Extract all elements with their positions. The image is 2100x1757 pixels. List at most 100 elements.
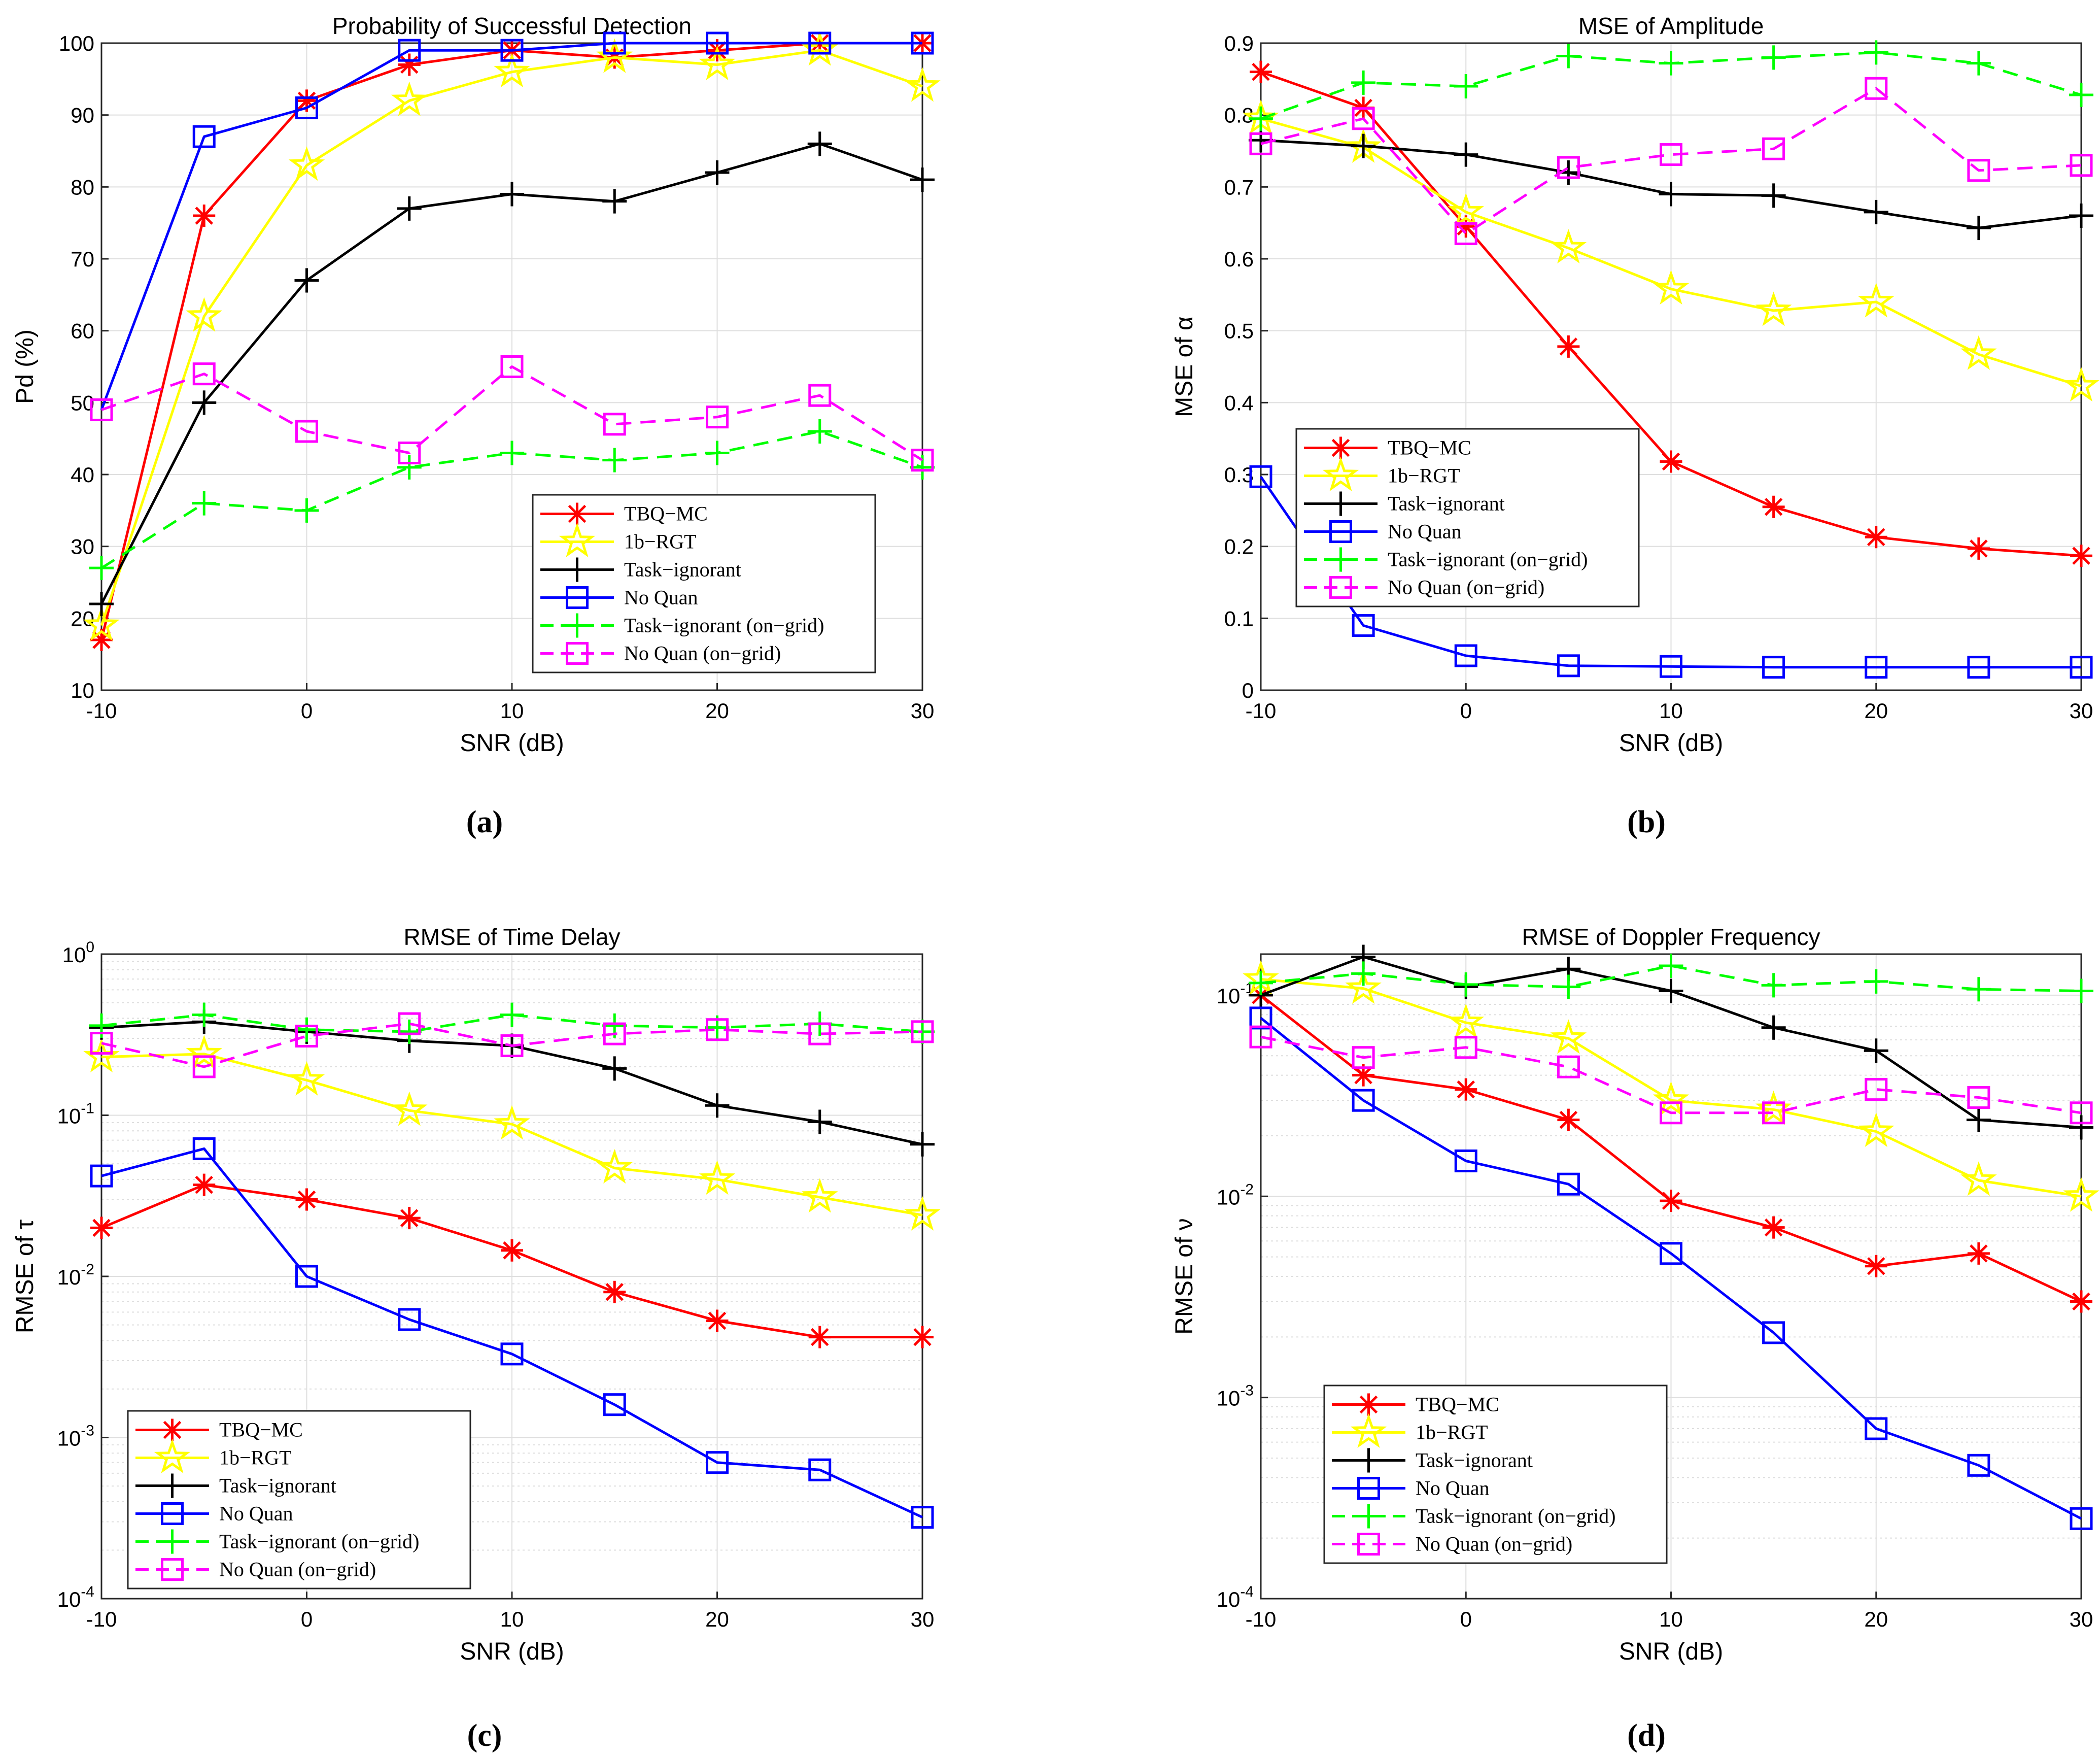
legend-marker [566,586,589,609]
data-point [602,448,627,472]
data-point [398,1308,421,1331]
series-4 [89,419,935,581]
data-point [1967,1454,1990,1477]
data-point [1454,644,1477,667]
x-tick-label: 30 [2070,699,2093,723]
data-point [1352,1046,1375,1069]
data-point [192,1055,216,1078]
data-point [1967,159,1990,182]
series-5 [90,355,934,472]
data-point [1557,335,1580,358]
data-point [1249,132,1272,155]
legend-label: No Quan (on−grid) [219,1558,376,1581]
legend-box [532,494,876,673]
data-point [807,131,832,156]
legend-label: No Quan [1388,520,1462,543]
data-point [1865,1255,1887,1277]
x-tick-label: 20 [1864,699,1888,723]
legend-marker [1328,491,1353,516]
legend-label: Task−ignorant (on−grid) [624,614,824,637]
legend-label: TBQ−MC [624,502,708,525]
legend-marker [1356,1504,1381,1529]
data-point [911,1020,934,1043]
data-point [192,1002,217,1027]
data-point [1351,70,1376,95]
data-point [501,1239,523,1262]
subfigure-label: (c) [467,1718,502,1753]
y-tick-label: 0.6 [1224,247,1254,271]
data-point [910,1019,935,1044]
data-point [808,384,832,407]
x-tick-label: 10 [1659,1607,1683,1631]
legend-box [127,1410,471,1590]
series-line [101,365,923,461]
chart-panel-b: -10 0 10 20 3000.10.20.30.40.50.60.70.80.9MS… [1171,13,2099,839]
subfigure-label: (d) [1627,1718,1666,1753]
data-point [192,390,217,415]
data-point [808,31,832,55]
data-point [911,1506,934,1529]
data-point [1659,51,1683,76]
legend-item: Task−ignorant (on−grid) [1304,547,1588,572]
legend-item: 1b−RGT [1304,456,1460,491]
legend-item: 1b−RGT [135,1438,292,1473]
legend-marker [1328,547,1353,572]
legend-item: 1b−RGT [1332,1413,1488,1448]
series-line [1260,117,2082,388]
data-point [1345,969,1382,1004]
series-5 [1249,77,2093,245]
data-point [295,1265,318,1288]
y-tick-label: 100 [59,31,94,55]
data-point [494,1105,530,1140]
legend-item: No Quan (on−grid) [135,1558,376,1581]
chart-title: Probability of Successful Detection [332,13,692,39]
x-tick-label: 0 [301,699,313,723]
y-tick-label: 60 [71,319,94,343]
legend-item: No Quan (on−grid) [540,642,781,665]
data-point [83,606,120,641]
data-point [1557,1108,1580,1131]
data-point [1967,656,1990,679]
data-point [288,146,325,181]
data-point [397,196,422,221]
data-point [90,1217,113,1239]
data-point [910,167,935,192]
data-point [2070,1101,2093,1125]
series-group [83,31,941,651]
data-point [1966,51,1991,76]
data-point [1865,526,1887,549]
series-line [100,42,922,411]
data-point [1762,1321,1785,1344]
legend-item: No Quan (on−grid) [1332,1533,1572,1556]
data-point [602,189,627,214]
data-point [808,1458,832,1481]
series-1 [83,31,941,641]
y-axis-label: MSE of α [1171,316,1198,417]
y-axis-label: Pd (%) [12,329,39,404]
y-tick-label: 0.1 [1224,606,1254,630]
legend-item: 1b−RGT [540,522,697,557]
data-point [1249,1006,1272,1030]
legend-marker [1357,1393,1380,1416]
y-tick-labels: 00.10.20.30.40.50.60.70.80.9 [1224,31,1268,702]
legend-marker [566,642,589,665]
data-point [1857,1112,1895,1147]
chart-panel-d: -10 0 10 20 30 10-4 10-3 10-2 10-1 RMSE of Dopple… [1171,924,2099,1753]
data-point [1557,156,1580,179]
data-point [1352,107,1375,130]
x-tick-labels: -10 0 10 20 30 [86,1592,934,1631]
data-point [295,1024,318,1048]
legend-marker [154,1438,191,1473]
data-point [1351,961,1376,986]
data-point [2069,83,2093,107]
legend-item: No Quan [1304,520,1462,543]
data-point [1660,450,1682,473]
legend-item: Task−ignorant [1304,491,1505,516]
data-point [1660,1190,1682,1212]
data-point [294,1017,319,1042]
data-point [1857,283,1895,318]
data-point [706,1018,729,1041]
data-point [705,1093,730,1118]
